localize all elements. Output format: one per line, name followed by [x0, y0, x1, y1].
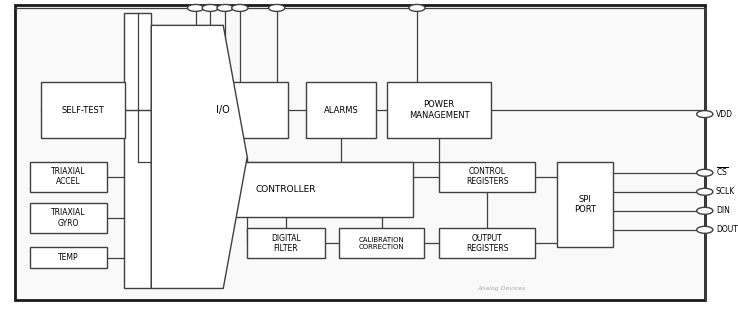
Circle shape [217, 4, 233, 11]
Text: CONTROLLER: CONTROLLER [256, 185, 316, 194]
Text: SELF-TEST: SELF-TEST [62, 106, 104, 115]
Polygon shape [151, 25, 247, 288]
Bar [557, 162, 613, 247]
Text: CALIBRATION
CORRECTION: CALIBRATION CORRECTION [359, 237, 404, 250]
Circle shape [232, 4, 248, 11]
Bar [30, 247, 107, 268]
Bar [30, 162, 107, 192]
Circle shape [697, 169, 713, 176]
Text: SCLK: SCLK [716, 187, 735, 196]
Circle shape [697, 226, 713, 233]
Bar [41, 82, 125, 138]
Bar [387, 82, 491, 138]
Circle shape [187, 4, 204, 11]
Bar [247, 228, 325, 258]
Circle shape [409, 4, 425, 11]
Text: I/O: I/O [216, 105, 230, 115]
Text: TRIAXIAL
GYRO: TRIAXIAL GYRO [51, 208, 86, 228]
Bar [159, 82, 288, 138]
Text: Analog Devices: Analog Devices [477, 286, 526, 291]
Circle shape [697, 207, 713, 214]
Bar [306, 82, 376, 138]
Bar [439, 228, 535, 258]
Circle shape [697, 188, 713, 195]
Bar [159, 162, 413, 217]
Bar [339, 228, 424, 258]
Circle shape [269, 4, 285, 11]
Circle shape [202, 4, 218, 11]
Bar [30, 203, 107, 233]
Bar [124, 13, 151, 288]
Text: $\overline{\rm CS}$: $\overline{\rm CS}$ [716, 167, 728, 179]
Text: DOUT: DOUT [716, 225, 738, 234]
Text: ALARMS: ALARMS [324, 106, 359, 115]
Text: OUTPUT
REGISTERS: OUTPUT REGISTERS [466, 234, 508, 253]
Text: TEMP: TEMP [58, 253, 78, 262]
Text: POWER
MANAGEMENT: POWER MANAGEMENT [409, 100, 469, 120]
Circle shape [697, 111, 713, 118]
Bar [439, 162, 535, 192]
Text: SPI
PORT: SPI PORT [574, 195, 596, 214]
Text: TRIAXIAL
ACCEL: TRIAXIAL ACCEL [51, 167, 86, 186]
Text: DIGITAL
FILTER: DIGITAL FILTER [271, 234, 301, 253]
Text: CONTROL
REGISTERS: CONTROL REGISTERS [466, 167, 508, 186]
Text: DIN: DIN [716, 206, 730, 215]
Text: VDD: VDD [716, 110, 733, 119]
